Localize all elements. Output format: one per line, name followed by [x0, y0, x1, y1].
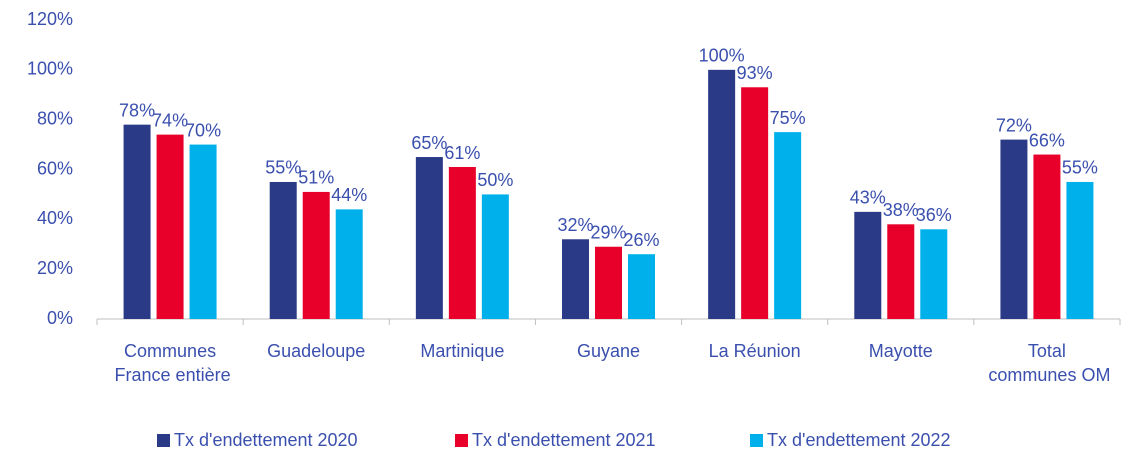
y-tick-label: 40%: [37, 208, 73, 228]
data-label: 36%: [916, 205, 952, 225]
y-tick-label: 20%: [37, 258, 73, 278]
x-tick-label: La Réunion: [709, 341, 801, 361]
x-tick-label: Guyane: [577, 341, 640, 361]
bar: [741, 87, 769, 320]
bar: [854, 211, 882, 319]
legend-swatch: [455, 434, 468, 447]
data-label: 75%: [770, 108, 806, 128]
bar: [189, 144, 217, 319]
legend-swatch: [157, 434, 170, 447]
bar: [123, 124, 151, 320]
y-tick-label: 80%: [37, 108, 73, 128]
bar: [415, 157, 443, 319]
data-label: 61%: [444, 143, 480, 163]
data-label: 74%: [152, 110, 188, 130]
legend-label: Tx d'endettement 2020: [174, 430, 358, 450]
bar: [156, 134, 184, 319]
x-tick-label: Total communes OM: [983, 341, 1110, 385]
data-label: 29%: [590, 222, 626, 242]
bar: [269, 181, 297, 319]
data-label: 26%: [623, 230, 659, 250]
bar: [708, 69, 736, 319]
bar: [335, 209, 363, 319]
bar: [302, 191, 330, 319]
data-label: 32%: [557, 215, 593, 235]
data-label: 72%: [996, 115, 1032, 135]
bar: [628, 254, 655, 319]
x-tick-label: Guadeloupe: [267, 341, 365, 361]
data-label: 93%: [737, 63, 773, 83]
data-label: 43%: [850, 188, 886, 208]
bar: [448, 167, 476, 319]
legend-label: Tx d'endettement 2021: [472, 430, 656, 450]
data-label: 65%: [411, 133, 447, 153]
y-tick-label: 0%: [47, 308, 73, 328]
bar: [1000, 139, 1028, 319]
bar: [1066, 181, 1094, 319]
y-tick-label: 120%: [27, 9, 73, 29]
data-label: 51%: [298, 168, 334, 188]
data-label: 55%: [1062, 158, 1098, 178]
data-label: 70%: [185, 120, 221, 140]
bar: [920, 229, 948, 319]
x-tick-label: Communes France entière: [110, 341, 231, 385]
bar: [887, 224, 915, 319]
bar: [774, 132, 802, 319]
data-label: 50%: [477, 170, 513, 190]
data-label: 78%: [119, 100, 155, 120]
y-tick-label: 100%: [27, 59, 73, 79]
data-label: 38%: [883, 200, 919, 220]
x-tick-label: Martinique: [420, 341, 504, 361]
legend-label: Tx d'endettement 2022: [767, 430, 951, 450]
legend-swatch: [750, 434, 763, 447]
data-label: 66%: [1029, 130, 1065, 150]
x-tick-label: Mayotte: [869, 341, 933, 361]
bar: [595, 246, 622, 319]
data-label: 100%: [699, 46, 745, 66]
y-tick-label: 60%: [37, 158, 73, 178]
bar: [1033, 154, 1061, 319]
data-label: 55%: [265, 158, 301, 178]
bar: [562, 239, 589, 319]
bar: [481, 194, 509, 319]
data-label: 44%: [331, 185, 367, 205]
